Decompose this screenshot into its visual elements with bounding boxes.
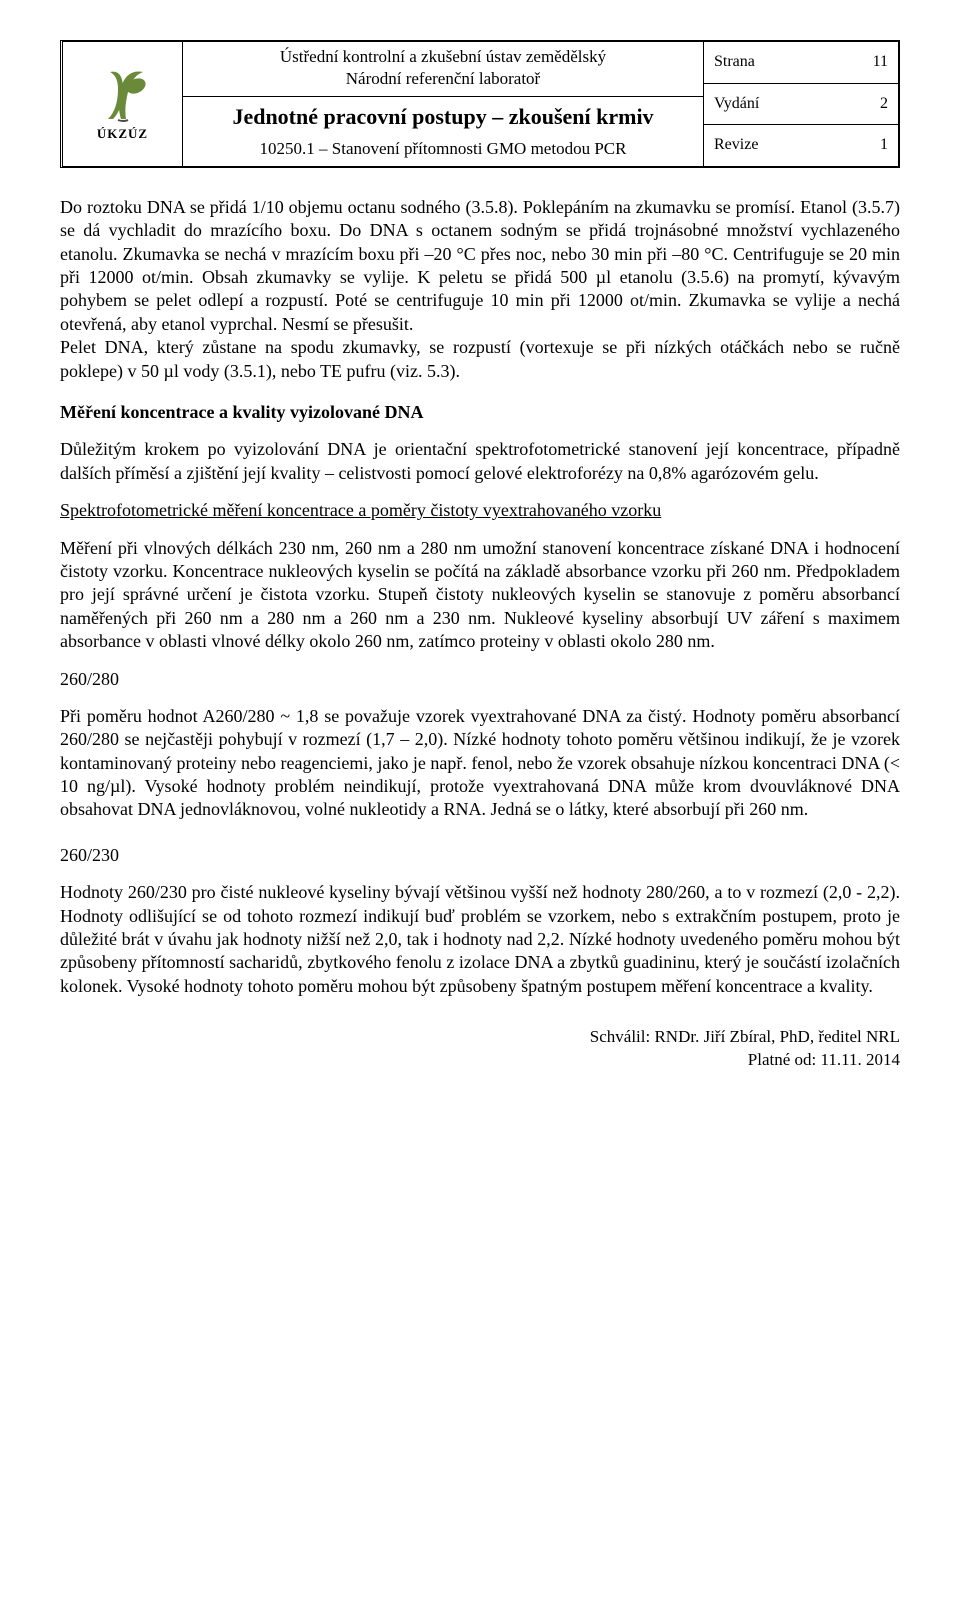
paragraph-2: Důležitým krokem po vyizolování DNA je o…	[60, 438, 900, 485]
page-value: 11	[873, 52, 888, 73]
logo-cell: ÚKZÚZ	[63, 42, 183, 166]
rev-value: 1	[880, 135, 888, 156]
paragraph-3: Měření při vlnových délkách 230 nm, 260 …	[60, 537, 900, 654]
document-footer: Schválil: RNDr. Jiří Zbíral, PhD, ředite…	[60, 1026, 900, 1072]
header-center: Ústřední kontrolní a zkušební ústav země…	[183, 42, 703, 166]
heading-260-280: 260/280	[60, 668, 900, 691]
org-line-2: Národní referenční laboratoř	[346, 69, 540, 88]
heading-spectro: Spektrofotometrické měření koncentrace a…	[60, 499, 900, 522]
header-subtitle: 10250.1 – Stanovení přítomnosti GMO meto…	[183, 138, 703, 166]
ukzuz-logo-icon	[88, 64, 158, 124]
header-title: Jednotné pracovní postupy – zkoušení krm…	[183, 97, 703, 138]
issue-value: 2	[880, 94, 888, 115]
header-meta: Strana 11 Vydání 2 Revize 1	[703, 42, 898, 166]
logo-text: ÚKZÚZ	[97, 126, 148, 143]
header-org-block: Ústřední kontrolní a zkušební ústav země…	[183, 42, 703, 97]
issue-label: Vydání	[714, 94, 759, 115]
paragraph-4: Při poměru hodnot A260/280 ~ 1,8 se pova…	[60, 705, 900, 822]
heading-260-230: 260/230	[60, 844, 900, 867]
rev-label: Revize	[714, 135, 758, 156]
meta-revision: Revize 1	[704, 124, 898, 166]
meta-page: Strana 11	[704, 42, 898, 83]
meta-issue: Vydání 2	[704, 83, 898, 125]
page-label: Strana	[714, 52, 755, 73]
footer-approved: Schválil: RNDr. Jiří Zbíral, PhD, ředite…	[590, 1027, 900, 1046]
paragraph-1b: Pelet DNA, který zůstane na spodu zkumav…	[60, 336, 900, 383]
footer-valid: Platné od: 11.11. 2014	[748, 1050, 900, 1069]
org-line-1: Ústřední kontrolní a zkušební ústav země…	[280, 47, 606, 66]
paragraph-5: Hodnoty 260/230 pro čisté nukleové kysel…	[60, 881, 900, 998]
heading-measurement: Měření koncentrace a kvality vyizolované…	[60, 401, 900, 424]
paragraph-1a: Do roztoku DNA se přidá 1/10 objemu octa…	[60, 196, 900, 336]
document-header: ÚKZÚZ Ústřední kontrolní a zkušební ústa…	[60, 40, 900, 168]
